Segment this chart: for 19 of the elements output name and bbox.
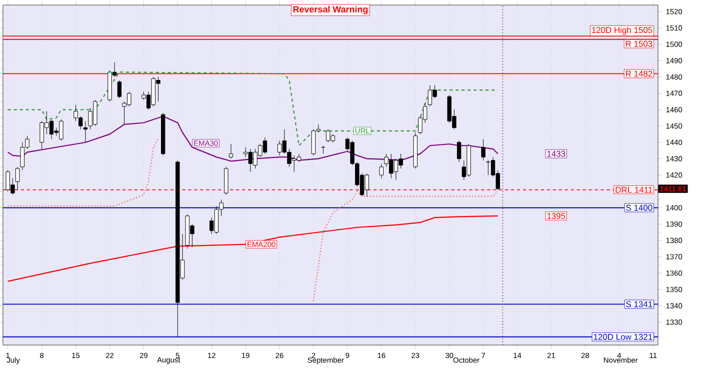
ref-line-label: 120D High 1505 [592, 26, 652, 35]
candlestick [481, 138, 486, 161]
ref-line-label: 120D Low 1321 [594, 334, 652, 340]
annotation: 1395 [547, 212, 566, 219]
ref-line-label: S 1400 [626, 204, 652, 211]
line-series [7, 72, 498, 146]
candlestick [228, 144, 234, 159]
line-series [7, 215, 498, 282]
ref-line-label: S 1341 [626, 301, 652, 308]
candlestick [83, 120, 88, 143]
candlestick [456, 140, 462, 162]
ref-line-label: DRL 1411 [616, 186, 652, 193]
candlestick [379, 163, 384, 179]
ref-line-label: R 1482 [626, 70, 652, 77]
candlestick [117, 80, 122, 98]
candlestick [15, 166, 20, 190]
chart-title: Reversal Warning [293, 6, 368, 14]
ref-line-label: R 1503 [626, 40, 652, 47]
annotation: 1433 [547, 150, 566, 157]
